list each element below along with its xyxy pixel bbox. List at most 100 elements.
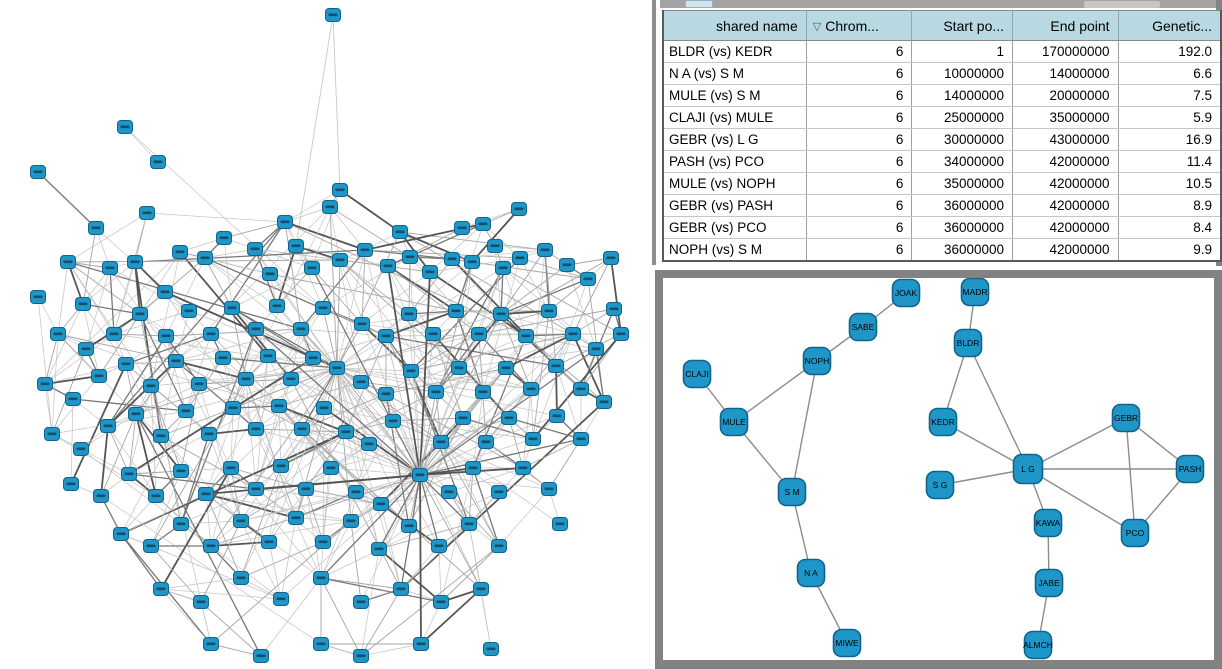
network-node[interactable]: [541, 304, 557, 318]
scrollbar-thumb-blue[interactable]: [685, 0, 713, 8]
column-header-start-po-[interactable]: Start po...: [911, 10, 1014, 41]
network-node[interactable]: [121, 467, 137, 481]
network-node[interactable]: [455, 411, 471, 425]
network-node[interactable]: [338, 425, 354, 439]
network-node[interactable]: [153, 429, 169, 443]
network-node[interactable]: [518, 329, 534, 343]
network-node[interactable]: [353, 649, 369, 663]
network-node[interactable]: [294, 422, 310, 436]
network-node[interactable]: [573, 382, 589, 396]
subnetwork-edge-LG-PCO[interactable]: [1027, 468, 1136, 534]
network-node[interactable]: [465, 461, 481, 475]
network-node[interactable]: [425, 327, 441, 341]
main-network-canvas[interactable]: [0, 0, 652, 669]
table-row[interactable]: NOPH (vs) S M 6 36000000 42000000 9.9: [663, 238, 1222, 262]
cell-value[interactable]: 6: [806, 106, 913, 129]
network-node[interactable]: [454, 221, 470, 235]
subnetwork-node-LG[interactable]: L G: [1012, 453, 1044, 485]
network-node[interactable]: [148, 489, 164, 503]
cell-shared-name[interactable]: GEBR (vs) PASH: [663, 194, 807, 217]
network-node[interactable]: [431, 539, 447, 553]
network-node[interactable]: [73, 442, 89, 456]
network-node[interactable]: [433, 595, 449, 609]
network-node[interactable]: [65, 392, 81, 406]
subnetwork-node-SM[interactable]: S M: [777, 477, 807, 507]
network-node[interactable]: [203, 637, 219, 651]
network-node[interactable]: [378, 387, 394, 401]
subnetwork-node-CLAJI[interactable]: CLAJI: [682, 359, 712, 389]
network-node[interactable]: [143, 539, 159, 553]
network-node[interactable]: [173, 517, 189, 531]
subnetwork-edge-NOPH-MULE[interactable]: [733, 360, 818, 423]
network-node[interactable]: [448, 304, 464, 318]
network-node[interactable]: [483, 642, 499, 656]
network-node[interactable]: [304, 261, 320, 275]
network-node[interactable]: [491, 485, 507, 499]
network-node[interactable]: [158, 329, 174, 343]
table-row[interactable]: MULE (vs) NOPH 6 35000000 42000000 10.5: [663, 172, 1222, 195]
network-node[interactable]: [475, 385, 491, 399]
network-node[interactable]: [357, 243, 373, 257]
network-node[interactable]: [60, 255, 76, 269]
network-node[interactable]: [203, 539, 219, 553]
network-node[interactable]: [197, 251, 213, 265]
network-node[interactable]: [30, 165, 46, 179]
network-node[interactable]: [393, 582, 409, 596]
network-node[interactable]: [441, 485, 457, 499]
network-node[interactable]: [223, 461, 239, 475]
table-row[interactable]: BLDR (vs) KEDR 6 1 170000000 192.0: [663, 40, 1222, 63]
cell-value[interactable]: 11.4: [1118, 150, 1222, 173]
network-node[interactable]: [201, 427, 217, 441]
cell-value[interactable]: 36000000: [911, 238, 1014, 262]
network-node[interactable]: [271, 399, 287, 413]
network-node[interactable]: [63, 477, 79, 491]
network-node[interactable]: [353, 595, 369, 609]
network-node[interactable]: [44, 427, 60, 441]
network-node[interactable]: [224, 301, 240, 315]
network-node[interactable]: [181, 304, 197, 318]
network-node[interactable]: [401, 307, 417, 321]
network-node[interactable]: [412, 468, 428, 482]
subnetwork-node-BLDR[interactable]: BLDR: [953, 328, 983, 358]
network-node[interactable]: [117, 120, 133, 134]
subnetwork-node-GEBR[interactable]: GEBR: [1111, 403, 1141, 433]
subnetwork-edge-NOPH-SM[interactable]: [791, 360, 818, 493]
subnetwork-node-MULE[interactable]: MULE: [719, 407, 749, 437]
cell-value[interactable]: 192.0: [1118, 40, 1222, 63]
network-node[interactable]: [238, 372, 254, 386]
cell-shared-name[interactable]: CLAJI (vs) MULE: [663, 106, 807, 129]
network-node[interactable]: [313, 637, 329, 651]
network-node[interactable]: [293, 322, 309, 336]
network-node[interactable]: [178, 404, 194, 418]
network-node[interactable]: [260, 349, 276, 363]
network-node[interactable]: [413, 637, 429, 651]
cell-shared-name[interactable]: GEBR (vs) PCO: [663, 216, 807, 239]
subnetwork-canvas[interactable]: JOAK SABE NOPH CLAJI MULE S M N A MIWE MADR BLDR K…: [663, 278, 1214, 660]
column-header-shared-name[interactable]: shared name: [663, 10, 807, 41]
network-node[interactable]: [30, 290, 46, 304]
cell-value[interactable]: 10000000: [911, 62, 1014, 85]
network-node[interactable]: [298, 482, 314, 496]
network-node[interactable]: [91, 369, 107, 383]
network-node[interactable]: [233, 571, 249, 585]
cell-value[interactable]: 35000000: [1012, 106, 1119, 129]
network-node[interactable]: [288, 239, 304, 253]
cell-value[interactable]: 6: [806, 40, 913, 63]
network-node[interactable]: [273, 459, 289, 473]
network-node[interactable]: [473, 582, 489, 596]
column-header-chrom-[interactable]: ▽ Chrom...: [806, 10, 913, 41]
cell-value[interactable]: 42000000: [1012, 216, 1119, 239]
column-header-genetic-[interactable]: Genetic...: [1118, 10, 1222, 41]
network-node[interactable]: [548, 359, 564, 373]
network-node[interactable]: [269, 299, 285, 313]
network-node[interactable]: [433, 435, 449, 449]
cell-value[interactable]: 5.9: [1118, 106, 1222, 129]
network-node[interactable]: [512, 251, 528, 265]
cell-value[interactable]: 6: [806, 172, 913, 195]
network-node[interactable]: [78, 342, 94, 356]
network-node[interactable]: [478, 435, 494, 449]
cell-value[interactable]: 6: [806, 194, 913, 217]
network-node[interactable]: [354, 317, 370, 331]
network-node[interactable]: [288, 511, 304, 525]
table-row[interactable]: CLAJI (vs) MULE 6 25000000 35000000 5.9: [663, 106, 1222, 129]
